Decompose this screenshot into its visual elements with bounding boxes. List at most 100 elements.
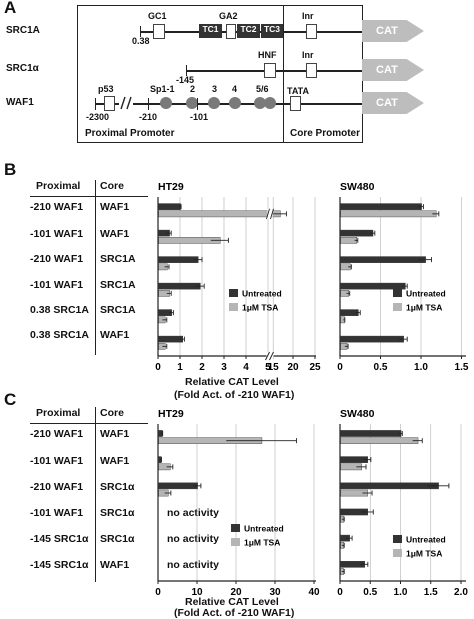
x-tick-label: 2.0 [454,587,468,598]
bar-untreated [158,335,184,343]
sp1-site-5 [254,97,266,109]
break-marks [119,95,133,111]
c-proximal-4: -145 SRC1α [30,533,89,545]
bar-untreated [340,482,439,490]
legend-label-tsa: 1μM TSA [244,538,280,548]
bar-untreated [340,335,404,343]
b-proximal-0: -210 WAF1 [30,201,84,213]
x-tick-label: 0 [155,587,161,598]
c-core-3: SRC1α [100,507,135,519]
inr-label-1: Inr [302,11,314,21]
sp1-56-label: 5/6 [256,84,269,94]
panel-b-proximal-header: Proximal [36,180,81,192]
bar-untreated [158,482,198,490]
proximal-promoter-label: Proximal Promoter [85,128,175,139]
x-tick-label: 1 [177,362,183,373]
panel-c-xlabel-1: Relative CAT Level [185,596,279,608]
x-tick-label: 10 [191,587,203,598]
x-tick-label: 0.5 [374,362,388,373]
chart-title: SW480 [340,408,375,420]
x-tick-label: 15 [268,362,280,373]
legend-label-tsa: 1μM TSA [406,303,442,313]
sp1-site-3 [208,97,220,109]
c-core-1: WAF1 [100,455,130,467]
x-tick-label: 2 [199,362,205,373]
bar-untreated [340,203,422,210]
bar-untreated [340,282,406,290]
bar-untreated [340,256,426,263]
sp1-label: Sp1-1 [150,84,175,94]
legend-label-untreated: Untreated [242,289,282,299]
legend-label-tsa: 1μM TSA [242,303,278,313]
bar-untreated [340,430,402,437]
bar-tsa [340,237,358,244]
b-core-5: WAF1 [100,329,130,341]
sp1-3-label: 3 [212,84,218,94]
x-tick-label: 1.0 [414,362,428,373]
tc2-box: TC2 [237,24,260,38]
x-tick-label: 4 [243,362,249,373]
p53-label: p53 [98,84,114,94]
core-divider [283,5,284,143]
b-proximal-4: 0.38 SRC1A [30,304,89,316]
axis-break-mark [269,351,274,361]
b-proximal-3: -101 WAF1 [30,279,84,291]
c-proximal-1: -101 WAF1 [30,455,84,467]
ga2-box [226,24,236,39]
sp1-site-2 [186,97,198,109]
sp1-2-label: 2 [190,84,196,94]
chart-title: HT29 [158,408,184,420]
construct-waf1: WAF1 [6,97,34,108]
x-tick-label: 1.0 [394,587,408,598]
inr-label-2: Inr [302,50,314,60]
axis-break-mark [265,351,270,361]
bar-tsa [158,210,281,218]
legend-label-untreated: Untreated [244,524,284,534]
c-proximal-2: -210 WAF1 [30,481,84,493]
ga2-label: GA2 [219,11,238,21]
cat-arrow-3: CAT [362,92,424,114]
x-tick-label: 20 [230,587,242,598]
panel-a-letter: A [4,0,17,17]
legend-swatch-tsa [231,538,240,546]
x-tick-label: 30 [269,587,281,598]
sp1-site-4 [229,97,241,109]
x-tick-label: 0.5 [363,587,377,598]
x-tick-label: 5 [265,362,271,373]
tata-label: TATA [287,86,309,96]
panel-b-letter: B [4,160,17,179]
chart-title: SW480 [340,181,375,193]
chart-c-sw480: SW480 0 0.5 1.0 1.5 2.0 Untreated 1μM TSA [337,408,468,598]
pos-minus-145: -145 [176,75,195,85]
c-no-activity-4: no activity [167,533,219,545]
pos-minus-101: -101 [190,112,209,122]
c-proximal-0: -210 WAF1 [30,428,84,440]
chart-b-sw480: SW480 0 0.5 1.0 1.5 Untreated 1μM TSA [337,181,469,373]
panel-c-col-divider [95,407,96,582]
chart-c-ht29: HT29 0 10 20 30 40 Untreated 1μM TSA [155,408,320,598]
b-proximal-2: -210 WAF1 [30,253,84,265]
panel-c-xlabel-2: (Fold Act. of -210 WAF1) [174,607,295,619]
gc1-label: GC1 [148,11,167,21]
b-core-0: WAF1 [100,201,130,213]
construct-src1alpha: SRC1α [6,63,39,74]
tc1-box: TC1 [199,24,222,38]
c-core-2: SRC1α [100,481,135,493]
legend-label-untreated: Untreated [406,535,446,545]
c-core-4: SRC1α [100,533,135,545]
pos-0-38: 0.38 [132,36,150,46]
x-tick-label: 1.5 [455,362,469,373]
x-tick-label: 5 [265,362,271,373]
bar-break-mark [270,208,274,220]
c-core-5: WAF1 [100,559,130,571]
legend-swatch-untreated [393,289,402,297]
legend-label-untreated: Untreated [406,289,446,299]
b-core-2: SRC1A [100,253,136,265]
panel-c-proximal-header: Proximal [36,407,81,419]
gc1-box [153,24,165,39]
inr-box-1 [306,24,317,39]
bar-break-gap [267,208,273,219]
bar-tsa [340,210,437,218]
b-core-3: SRC1A [100,279,136,291]
